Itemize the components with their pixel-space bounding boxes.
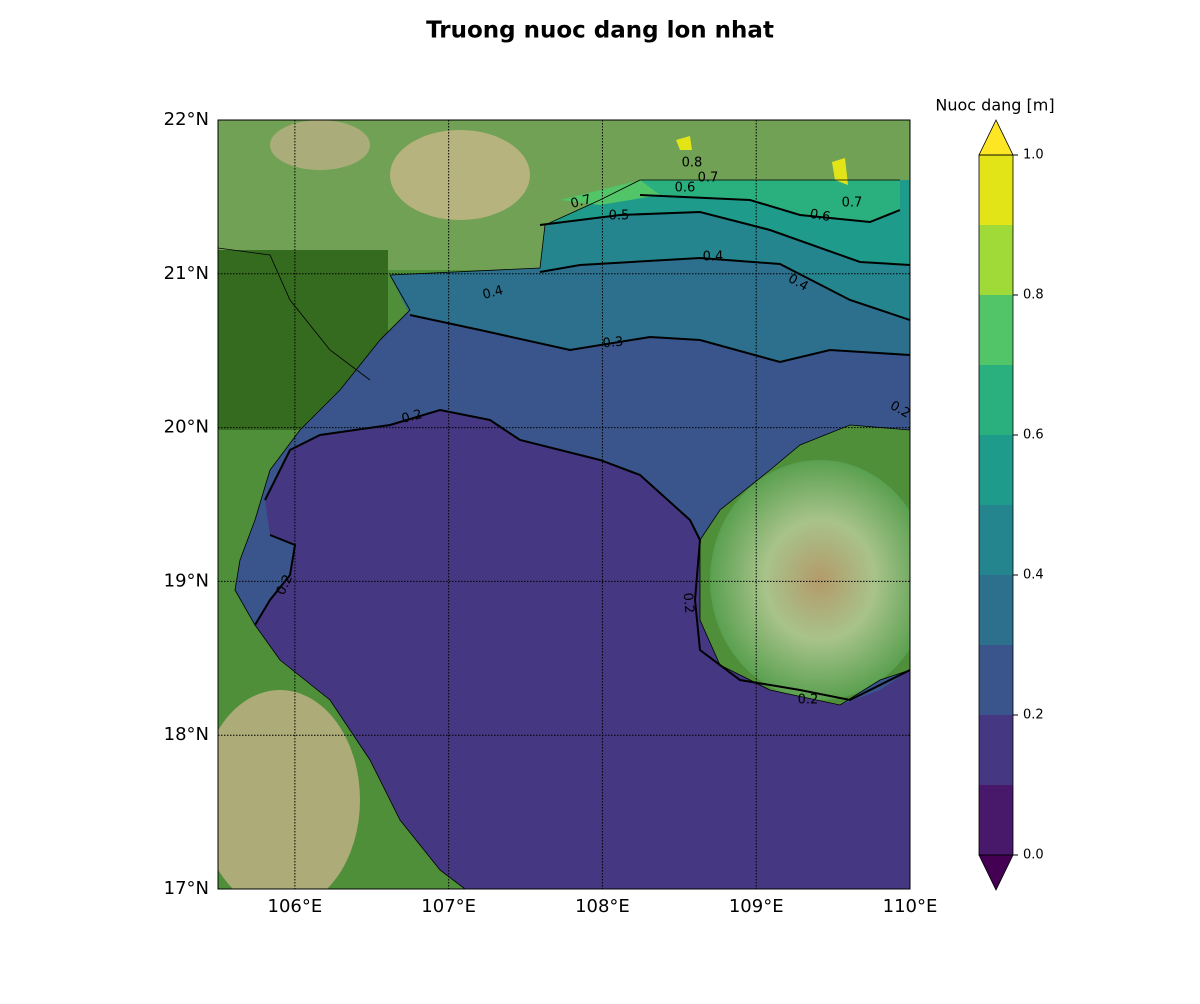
lat-tick-label: 20°N (164, 417, 209, 438)
map-area: 0.80.70.60.70.5 0.60.70.40.4 0.40.30.20.20… (218, 120, 910, 889)
contour-line (539, 256, 910, 321)
contour-label: 0.2 (680, 592, 697, 614)
contour-line (264, 408, 910, 702)
land (710, 460, 910, 700)
contour-label: 0.2 (400, 407, 424, 427)
colorbar-tick-label: 0.6 (1023, 428, 1044, 443)
lon-tick-label: 106°E (268, 896, 323, 917)
axes: 106°E 107°E 108°E 109°E 110°E 17°N 18°N 19°N 20°… (164, 109, 938, 917)
lat-tick-label: 22°N (164, 109, 209, 130)
contour-line (639, 194, 901, 224)
lat-tick-label: 18°N (164, 724, 209, 745)
contour-label: 0.7 (569, 192, 593, 212)
colorbar-tick-label: 0.8 (1023, 288, 1044, 303)
contour-label: 0.4 (481, 283, 505, 303)
colorbar-tick-label: 0.0 (1023, 848, 1044, 863)
sea-band (560, 180, 660, 205)
colorbar-under (978, 854, 1014, 891)
sea-band (255, 410, 910, 889)
coast (389, 179, 900, 276)
map-frame (217, 119, 911, 890)
colorbar-band (979, 715, 1013, 785)
coastline (218, 179, 910, 889)
colorbar: 0.0 0.2 0.4 0.6 0.8 1.0 (978, 119, 1044, 891)
contour-line (539, 210, 910, 266)
contours (254, 194, 910, 702)
coast (699, 424, 910, 706)
contour-label: 0.3 (602, 335, 624, 352)
colorbar-band (979, 295, 1013, 365)
lon-tick-label: 108°E (575, 896, 630, 917)
colorbar-band (979, 435, 1013, 505)
lat-tick-label: 19°N (164, 570, 209, 591)
contour-label: 0.5 (609, 209, 630, 224)
contour-label: 0.7 (698, 171, 719, 186)
colorbar-band (979, 225, 1013, 295)
colorbar-label: Nuoc dang [m] (935, 96, 1054, 115)
colorbar-tick-label: 0.2 (1023, 708, 1044, 723)
contour-labels: 0.80.70.60.70.5 0.60.70.40.4 0.40.30.20.20… (274, 156, 910, 708)
lon-tick-label: 110°E (883, 896, 938, 917)
colorbar-band (979, 155, 1013, 225)
land (218, 690, 360, 889)
title: Truong nuoc dang lon nhat (426, 18, 774, 44)
colorbar-over (978, 119, 1014, 156)
sea-band (832, 158, 848, 185)
lat-tick-label: 17°N (164, 878, 209, 899)
colorbar-band (979, 785, 1013, 855)
contour-line (409, 314, 910, 364)
colorbar-tick-label: 1.0 (1023, 148, 1044, 163)
contour-label: 0.4 (703, 250, 724, 265)
colorbar-tick-label: 0.4 (1023, 568, 1044, 583)
contour-label: 0.8 (682, 156, 703, 171)
sea-band (640, 180, 900, 222)
contour-label: 0.6 (809, 207, 832, 225)
contour-label: 0.2 (798, 693, 819, 708)
coast (234, 274, 466, 889)
river (218, 247, 371, 381)
sea-band (676, 136, 692, 150)
contour-line (254, 534, 297, 626)
contour-label: 0.6 (675, 181, 696, 196)
lon-tick-label: 107°E (421, 896, 476, 917)
land (270, 120, 370, 170)
colorbar-frame (978, 154, 1014, 856)
colorbar-band (979, 365, 1013, 435)
contour-label: 0.7 (842, 196, 863, 211)
lat-tick-label: 21°N (164, 263, 209, 284)
land (390, 130, 530, 220)
graticule (218, 120, 910, 889)
colorbar-band (979, 505, 1013, 575)
colorbar-band (979, 575, 1013, 645)
colorbar-band (979, 645, 1013, 715)
lon-tick-label: 109°E (729, 896, 784, 917)
